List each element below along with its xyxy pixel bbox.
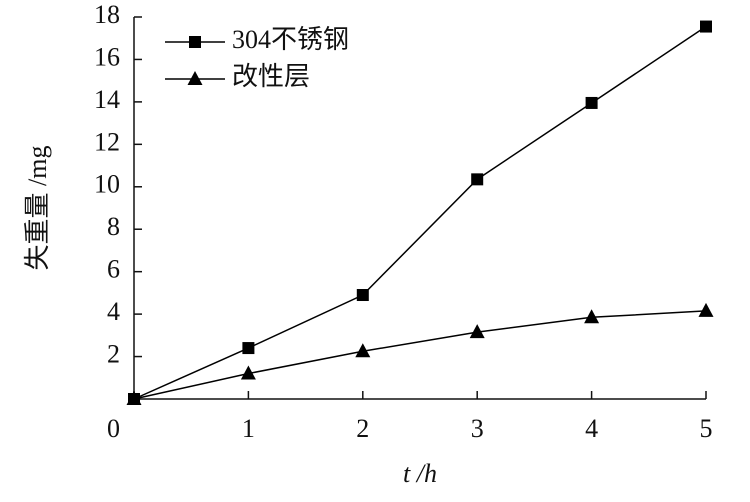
- y-tick-label: 12: [94, 127, 120, 156]
- x-tick-label: 0: [107, 414, 120, 443]
- x-tick-label: 1: [242, 414, 255, 443]
- x-tick-label: 5: [700, 414, 713, 443]
- marker: [584, 309, 600, 324]
- marker: [698, 302, 714, 317]
- marker: [242, 342, 255, 355]
- marker: [126, 391, 142, 405]
- y-tick-label: 18: [94, 0, 120, 29]
- y-tick-label: 8: [107, 212, 120, 241]
- y-tick-label: 2: [107, 340, 120, 369]
- x-tick-label: 4: [585, 414, 598, 443]
- marker: [469, 324, 485, 339]
- y-axis-label: 失重量 /mg: [23, 146, 52, 271]
- marker: [471, 173, 484, 186]
- legend-label: 304不锈钢: [232, 25, 349, 54]
- legend-label: 改性层: [232, 62, 310, 91]
- x-tick-label: 3: [471, 414, 484, 443]
- marker: [189, 36, 201, 48]
- marker: [187, 71, 203, 85]
- x-axis-label: t /h: [403, 459, 437, 488]
- y-tick-label: 4: [107, 297, 120, 326]
- marker: [700, 20, 712, 33]
- series-line: [133, 310, 707, 400]
- y-tick-label: 6: [107, 255, 120, 284]
- y-tick-label: 14: [94, 85, 120, 114]
- marker: [356, 289, 369, 302]
- series-line: [133, 25, 707, 400]
- marker: [585, 96, 598, 109]
- x-tick-label: 2: [356, 414, 369, 443]
- marker: [240, 365, 256, 380]
- y-tick-label: 10: [94, 170, 120, 199]
- marker: [355, 343, 371, 358]
- y-tick-label: 16: [94, 42, 120, 71]
